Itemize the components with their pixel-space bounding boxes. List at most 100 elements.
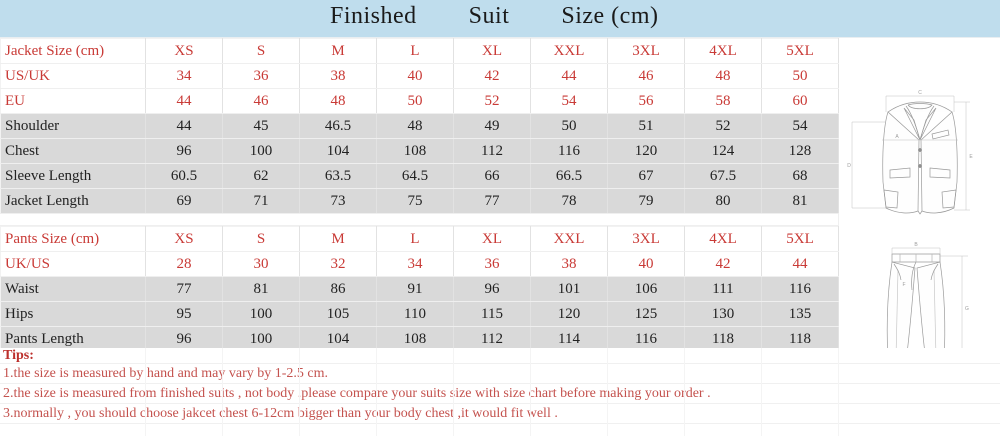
- table-row: Hips 95 100 105 110 115 120 125 130 135: [0, 301, 839, 327]
- pants-size-4xl: 4XL: [684, 226, 762, 252]
- cell: 128: [761, 138, 839, 164]
- cell: 66: [453, 163, 531, 189]
- table-row: Sleeve Length 60.5 62 63.5 64.5 66 66.5 …: [0, 163, 839, 189]
- cell: 54: [530, 88, 608, 114]
- jacket-illustration-svg: C A D E: [847, 90, 973, 215]
- row-label: Jacket Length: [0, 188, 146, 214]
- cell: 120: [530, 301, 608, 327]
- cell: 77: [453, 188, 531, 214]
- marker-a: A: [895, 134, 899, 140]
- row-label: Chest: [0, 138, 146, 164]
- jacket-size-3xl: 3XL: [607, 38, 685, 64]
- cell: 58: [684, 88, 762, 114]
- cell: 104: [299, 138, 377, 164]
- pants-size-table: Pants Size (cm) XS S M L XL XXL 3XL 4XL …: [0, 226, 839, 352]
- row-label: EU: [0, 88, 146, 114]
- cell: 81: [222, 276, 300, 302]
- jacket-size-4xl: 4XL: [684, 38, 762, 64]
- pants-size-l: L: [376, 226, 454, 252]
- cell: 42: [453, 63, 531, 89]
- cell: 30: [222, 251, 300, 277]
- tips-section: Tips: 1.the size is measured by hand and…: [0, 348, 1000, 436]
- title-band: Finished Suit Size (cm): [0, 0, 1000, 38]
- pants-measurement-diagram: B F G: [840, 238, 1000, 388]
- cell: 52: [453, 88, 531, 114]
- cell: 36: [222, 63, 300, 89]
- cell: 45: [222, 113, 300, 139]
- cell: 100: [222, 138, 300, 164]
- jacket-table-body: Jacket Size (cm) XS S M L XL XXL 3XL 4XL…: [0, 38, 839, 214]
- jacket-size-l: L: [376, 38, 454, 64]
- cell: 66.5: [530, 163, 608, 189]
- cell: 116: [530, 138, 608, 164]
- jacket-size-m: M: [299, 38, 377, 64]
- tip-line-3: 3.normally , you should choose jakcet ch…: [0, 404, 1000, 424]
- cell: 77: [145, 276, 223, 302]
- pants-size-xs: XS: [145, 226, 223, 252]
- row-label: Shoulder: [0, 113, 146, 139]
- cell: 46.5: [299, 113, 377, 139]
- table-row: US/UK 34 36 38 40 42 44 46 48 50: [0, 63, 839, 89]
- cell: 54: [761, 113, 839, 139]
- cell: 118: [761, 326, 839, 352]
- cell: 114: [530, 326, 608, 352]
- jacket-size-table: Jacket Size (cm) XS S M L XL XXL 3XL 4XL…: [0, 38, 839, 214]
- jacket-measurement-diagram: C A D E: [840, 78, 1000, 238]
- cell: 120: [607, 138, 685, 164]
- cell: 100: [222, 301, 300, 327]
- pants-size-xxl: XXL: [530, 226, 608, 252]
- jacket-size-s: S: [222, 38, 300, 64]
- cell: 96: [145, 326, 223, 352]
- cell: 135: [761, 301, 839, 327]
- cell: 38: [530, 251, 608, 277]
- cell: 79: [607, 188, 685, 214]
- cell: 86: [299, 276, 377, 302]
- cell: 64.5: [376, 163, 454, 189]
- table-row: Pants Length 96 100 104 108 112 114 116 …: [0, 326, 839, 352]
- cell: 52: [684, 113, 762, 139]
- jacket-size-label: Jacket Size (cm): [0, 38, 146, 64]
- table-row: Waist 77 81 86 91 96 101 106 111 116: [0, 276, 839, 302]
- pants-illustration-svg: B F G: [886, 242, 969, 363]
- tip-line-1: 1.the size is measured by hand and may v…: [0, 364, 1000, 384]
- row-label: Waist: [0, 276, 146, 302]
- cell: 110: [376, 301, 454, 327]
- cell: 28: [145, 251, 223, 277]
- cell: 91: [376, 276, 454, 302]
- cell: 44: [145, 88, 223, 114]
- cell: 112: [453, 138, 531, 164]
- cell: 125: [607, 301, 685, 327]
- cell: 56: [607, 88, 685, 114]
- pants-size-label: Pants Size (cm): [0, 226, 146, 252]
- cell: 75: [376, 188, 454, 214]
- cell: 104: [299, 326, 377, 352]
- cell: 44: [145, 113, 223, 139]
- table-row: Shoulder 44 45 46.5 48 49 50 51 52 54: [0, 113, 839, 139]
- cell: 108: [376, 138, 454, 164]
- pants-size-m: M: [299, 226, 377, 252]
- cell: 73: [299, 188, 377, 214]
- tip-line-2: 2.the size is measured from finished sui…: [0, 384, 1000, 404]
- marker-e: E: [969, 154, 973, 160]
- pants-size-5xl: 5XL: [761, 226, 839, 252]
- cell: 101: [530, 276, 608, 302]
- jacket-size-xxl: XXL: [530, 38, 608, 64]
- cell: 51: [607, 113, 685, 139]
- table-separator: [0, 213, 838, 226]
- table-row: UK/US 28 30 32 34 36 38 40 42 44: [0, 251, 839, 277]
- cell: 116: [761, 276, 839, 302]
- row-label: Sleeve Length: [0, 163, 146, 189]
- jacket-size-xl: XL: [453, 38, 531, 64]
- marker-f: F: [902, 282, 905, 288]
- cell: 60: [761, 88, 839, 114]
- cell: 69: [145, 188, 223, 214]
- cell: 60.5: [145, 163, 223, 189]
- tables-area: Jacket Size (cm) XS S M L XL XXL 3XL 4XL…: [0, 38, 1000, 363]
- pants-size-header-row: Pants Size (cm) XS S M L XL XXL 3XL 4XL …: [0, 226, 839, 252]
- row-label: US/UK: [0, 63, 146, 89]
- cell: 67.5: [684, 163, 762, 189]
- cell: 40: [607, 251, 685, 277]
- cell: 36: [453, 251, 531, 277]
- pants-size-s: S: [222, 226, 300, 252]
- cell: 62: [222, 163, 300, 189]
